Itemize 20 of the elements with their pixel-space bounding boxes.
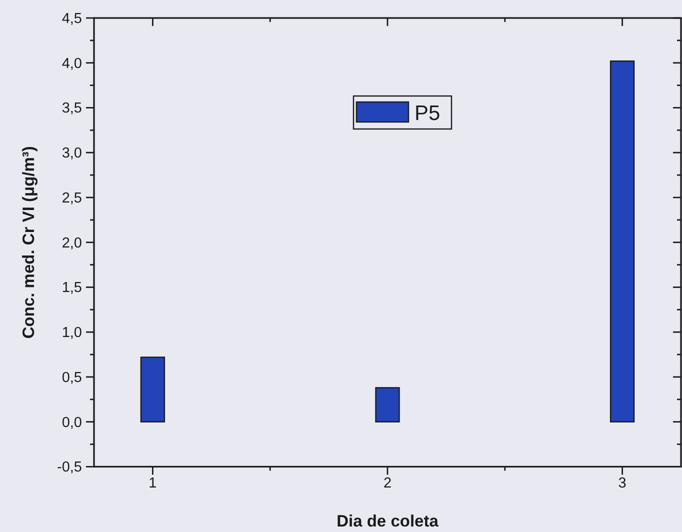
x-axis-title: Dia de coleta xyxy=(336,512,440,531)
y-tick-label: 0,5 xyxy=(62,370,82,386)
x-tick-label: 2 xyxy=(383,476,392,492)
y-axis-title: Conc. med. Cr VI (μg/m³) xyxy=(20,146,38,339)
x-tick-label: 3 xyxy=(618,476,626,492)
y-tick-label: 1,5 xyxy=(62,280,82,296)
legend-label: P5 xyxy=(414,102,440,125)
bar xyxy=(140,356,166,422)
x-tick-label: 1 xyxy=(148,476,157,492)
y-tick-label: 0,0 xyxy=(62,414,82,431)
y-tick-label: -0,5 xyxy=(57,460,82,476)
bar xyxy=(375,387,400,422)
y-tick-label: 4,5 xyxy=(62,11,82,27)
y-tick-label: 3,5 xyxy=(62,100,82,117)
y-tick-label: 2,5 xyxy=(62,190,82,206)
y-tick-label: 4,0 xyxy=(62,56,82,72)
y-tick-label: 3,0 xyxy=(62,146,82,162)
bar xyxy=(610,60,635,422)
y-tick-label: 2,0 xyxy=(62,235,82,252)
y-tick-label: 1,0 xyxy=(62,325,82,342)
